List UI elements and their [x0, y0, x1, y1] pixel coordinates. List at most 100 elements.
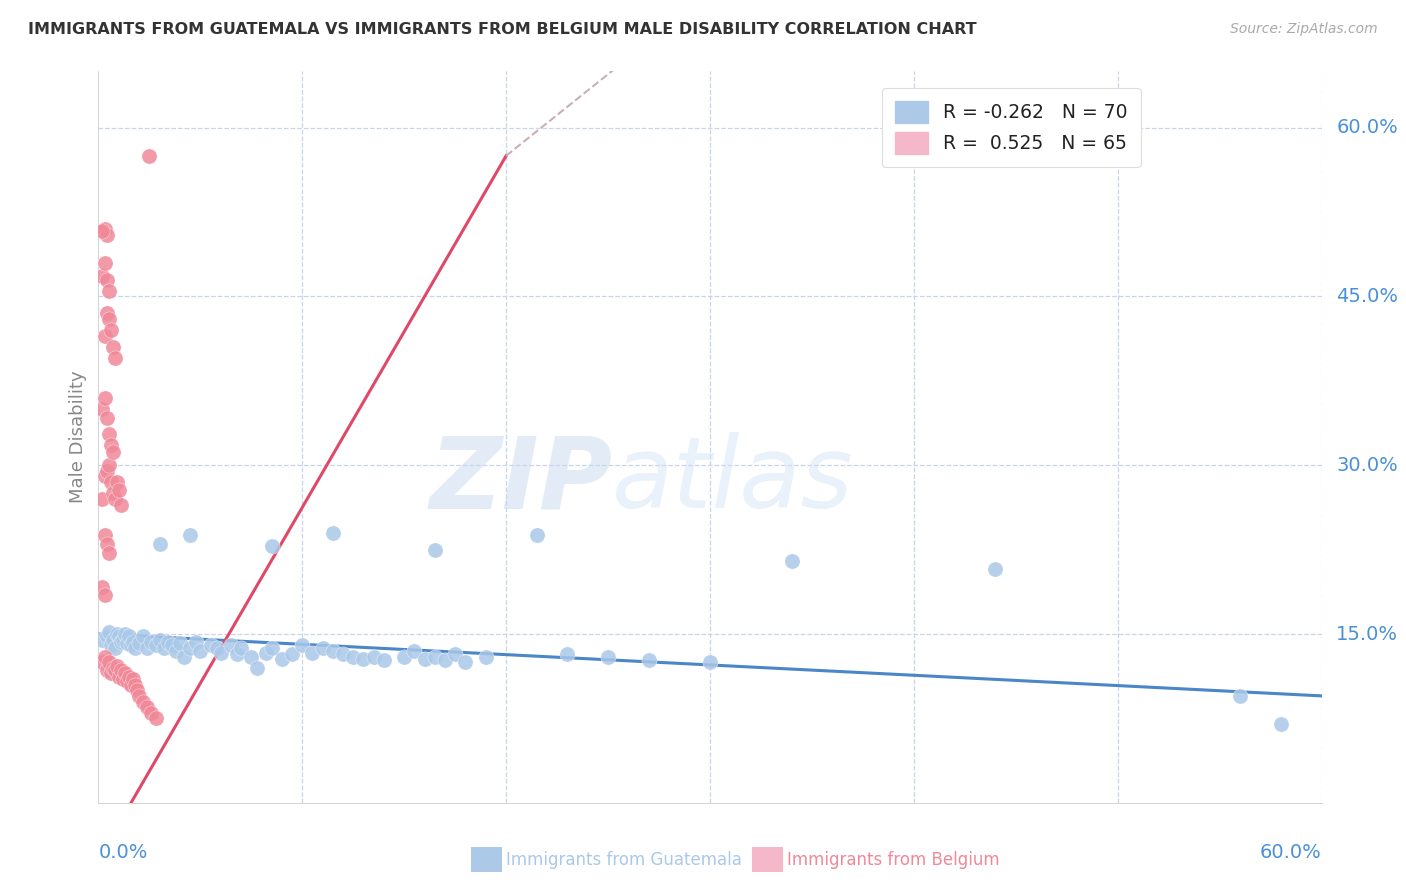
Point	[97, 312, 120, 326]
Point	[93, 649, 115, 664]
Point	[96, 629, 118, 643]
Point	[423, 649, 446, 664]
Point	[100, 323, 122, 337]
Point	[91, 632, 114, 647]
Point	[404, 644, 426, 658]
Point	[108, 670, 131, 684]
Text: 30.0%: 30.0%	[1336, 456, 1398, 475]
Point	[780, 554, 803, 568]
Point	[352, 652, 374, 666]
Point	[96, 306, 118, 320]
Point	[260, 640, 283, 655]
Point	[100, 666, 122, 681]
Point	[104, 491, 127, 506]
Point	[260, 539, 283, 553]
Point	[91, 655, 114, 669]
Point	[100, 475, 122, 489]
Point	[93, 328, 115, 343]
Point	[145, 638, 167, 652]
Point	[96, 663, 118, 677]
Point	[141, 635, 163, 649]
Point	[231, 640, 253, 655]
Point	[91, 224, 114, 238]
Point	[392, 649, 416, 664]
Point	[114, 666, 136, 681]
Point	[97, 426, 120, 441]
Point	[240, 649, 263, 664]
Point	[108, 483, 131, 497]
Point	[141, 706, 163, 720]
Point	[120, 678, 142, 692]
Point	[132, 629, 155, 643]
Text: Immigrants from Belgium: Immigrants from Belgium	[787, 851, 1000, 869]
Point	[91, 401, 114, 416]
Point	[97, 284, 120, 298]
Point	[93, 255, 115, 269]
Point	[91, 580, 114, 594]
Point	[342, 649, 364, 664]
Point	[413, 652, 436, 666]
Point	[91, 491, 114, 506]
Point	[101, 661, 124, 675]
Point	[200, 638, 222, 652]
Point	[219, 638, 242, 652]
Point	[301, 646, 323, 660]
Point	[270, 652, 294, 666]
Point	[186, 635, 208, 649]
Text: atlas: atlas	[612, 433, 853, 530]
Point	[104, 640, 127, 655]
Point	[173, 649, 195, 664]
Point	[115, 674, 138, 689]
Point	[97, 624, 120, 639]
Point	[110, 663, 132, 677]
Point	[101, 632, 124, 647]
Point	[145, 711, 167, 725]
Point	[526, 528, 548, 542]
Point	[110, 498, 132, 512]
Point	[138, 149, 160, 163]
Point	[97, 546, 120, 560]
Point	[96, 411, 118, 425]
Point	[104, 663, 127, 677]
Point	[110, 635, 132, 649]
Point	[118, 629, 141, 643]
Text: Immigrants from Guatemala: Immigrants from Guatemala	[506, 851, 742, 869]
Point	[108, 629, 131, 643]
Point	[209, 646, 232, 660]
Point	[322, 644, 344, 658]
Point	[96, 227, 118, 242]
Point	[179, 640, 201, 655]
Point	[122, 635, 145, 649]
Point	[444, 647, 467, 661]
Point	[91, 269, 114, 284]
Point	[97, 655, 120, 669]
Point	[434, 653, 457, 667]
Point	[136, 700, 159, 714]
Point	[93, 222, 115, 236]
Point	[423, 542, 446, 557]
Point	[160, 638, 183, 652]
Point	[474, 649, 498, 664]
Point	[93, 528, 115, 542]
Point	[169, 636, 191, 650]
Point	[105, 627, 128, 641]
Point	[101, 486, 124, 500]
Point	[96, 464, 118, 478]
Text: 60.0%: 60.0%	[1336, 118, 1398, 137]
Point	[555, 647, 579, 661]
Point	[128, 689, 150, 703]
Text: Source: ZipAtlas.com: Source: ZipAtlas.com	[1230, 22, 1378, 37]
Text: ZIP: ZIP	[429, 433, 612, 530]
Point	[226, 647, 249, 661]
Point	[984, 562, 1007, 576]
Y-axis label: Male Disability: Male Disability	[69, 371, 87, 503]
Point	[363, 649, 385, 664]
Point	[152, 640, 174, 655]
Point	[322, 525, 344, 540]
Point	[165, 644, 187, 658]
Text: 15.0%: 15.0%	[1336, 624, 1399, 643]
Point	[136, 640, 159, 655]
Point	[101, 444, 124, 458]
Point	[118, 670, 141, 684]
Point	[291, 638, 314, 652]
